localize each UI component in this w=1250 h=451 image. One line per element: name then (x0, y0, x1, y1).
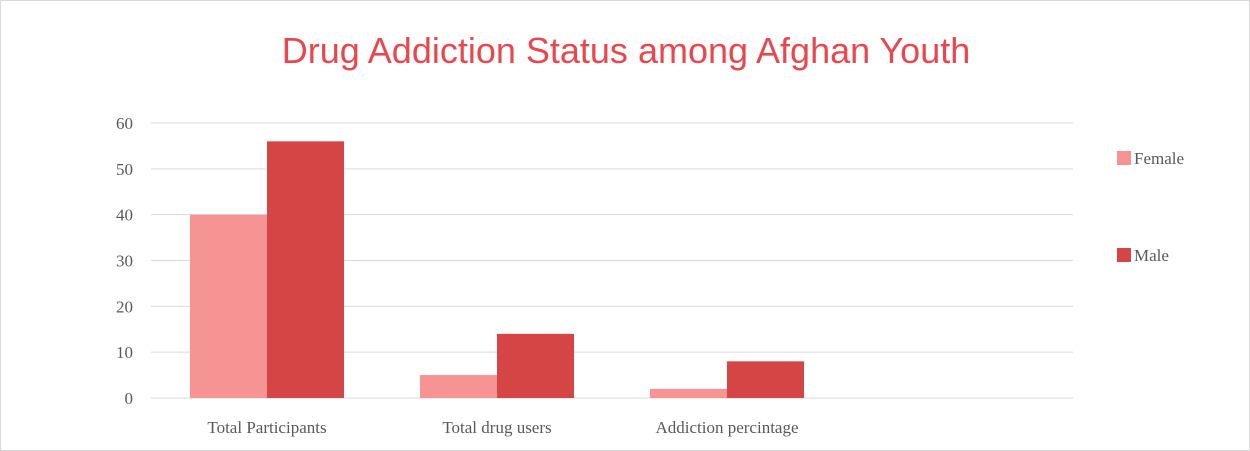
legend: Female Male (1117, 149, 1184, 265)
y-axis: 0 10 20 30 40 50 60 (116, 114, 133, 408)
y-tick-label: 20 (116, 297, 133, 316)
y-tick-label: 0 (125, 389, 134, 408)
x-tick-label: Total drug users (442, 418, 551, 437)
bar-male-2 (727, 361, 804, 398)
x-tick-label: Addiction percintage (655, 418, 798, 437)
y-tick-label: 40 (116, 206, 133, 225)
bar-male-0 (267, 141, 344, 399)
y-tick-label: 30 (116, 252, 133, 271)
x-axis: Total Participants Total drug users Addict… (207, 418, 798, 437)
bar-male-1 (497, 333, 574, 398)
bar-female-2 (650, 388, 727, 398)
legend-label-female: Female (1134, 149, 1184, 168)
chart-title: Drug Addiction Status among Afghan Youth (282, 30, 971, 71)
bars-layer (190, 141, 804, 399)
y-tick-label: 50 (116, 160, 133, 179)
bar-female-0 (190, 214, 267, 398)
legend-swatch-male (1117, 248, 1131, 262)
legend-swatch-female (1117, 151, 1131, 165)
y-tick-label: 60 (116, 114, 133, 133)
legend-label-male: Male (1134, 246, 1169, 265)
x-tick-label: Total Participants (207, 418, 326, 437)
bar-female-1 (420, 375, 497, 398)
y-tick-label: 10 (116, 343, 133, 362)
